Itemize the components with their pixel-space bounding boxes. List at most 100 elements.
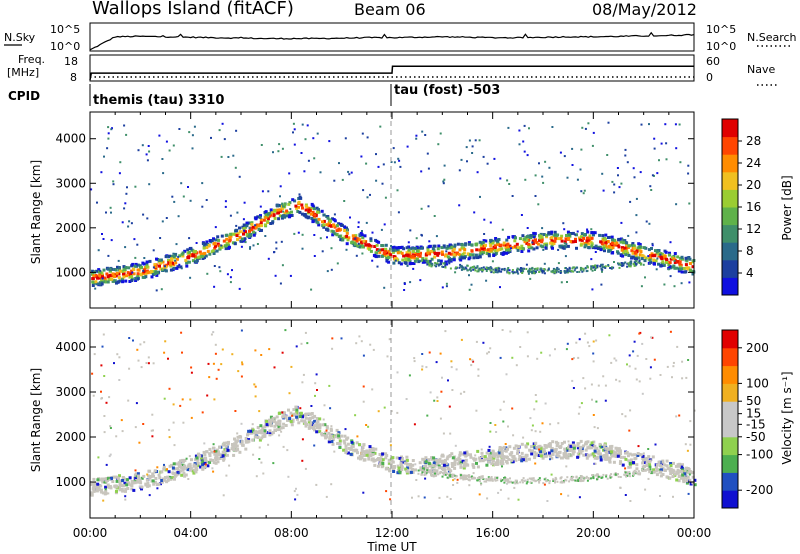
data-cell	[494, 478, 496, 481]
data-cell	[516, 269, 518, 272]
data-cell	[304, 208, 308, 212]
data-cell	[239, 239, 243, 243]
data-cell	[155, 271, 159, 275]
data-cell	[624, 451, 628, 455]
data-cell	[600, 263, 603, 266]
data-cell	[463, 243, 467, 247]
data-cell	[494, 424, 497, 426]
data-cell	[231, 444, 235, 448]
data-cell	[689, 269, 693, 273]
data-cell	[122, 275, 126, 279]
data-cell	[641, 470, 644, 472]
data-cell	[200, 456, 203, 460]
data-cell	[201, 257, 205, 260]
data-cell	[176, 467, 180, 471]
data-cell	[218, 445, 221, 449]
data-cell	[211, 446, 215, 450]
data-cell	[543, 450, 547, 454]
data-cell	[188, 455, 191, 458]
data-cell	[393, 246, 397, 250]
data-cell	[516, 268, 519, 270]
data-cell	[291, 198, 295, 202]
data-cell	[172, 472, 176, 476]
data-cell	[579, 439, 583, 443]
data-cell	[358, 238, 362, 242]
data-cell	[562, 452, 566, 456]
data-cell	[691, 272, 695, 276]
data-cell	[423, 496, 426, 499]
data-cell	[453, 477, 456, 480]
data-cell	[577, 412, 580, 415]
data-cell	[371, 453, 375, 457]
data-cell	[108, 455, 111, 458]
data-cell	[550, 473, 553, 476]
data-cell	[668, 261, 672, 265]
data-cell	[678, 262, 682, 266]
data-cell	[310, 212, 313, 216]
data-cell	[495, 431, 498, 433]
y-tick-label: 2000	[55, 221, 86, 235]
data-cell	[691, 481, 695, 485]
data-cell	[411, 470, 415, 474]
data-cell	[341, 238, 345, 242]
data-cell	[480, 247, 484, 251]
data-cell	[121, 476, 125, 480]
data-cell	[273, 366, 276, 369]
data-cell	[340, 223, 344, 227]
data-cell	[608, 334, 611, 337]
data-cell	[420, 170, 423, 173]
data-cell	[323, 434, 327, 438]
colorbar-tick-label: -50	[746, 430, 766, 444]
data-cell	[153, 263, 157, 267]
data-cell	[445, 457, 449, 461]
data-cell	[625, 475, 628, 478]
data-cell	[393, 257, 397, 261]
data-cell	[155, 273, 159, 277]
data-cell	[375, 179, 378, 182]
data-cell	[104, 280, 108, 284]
data-cell	[267, 443, 270, 446]
data-cell	[525, 263, 528, 266]
data-cell	[323, 423, 327, 427]
data-cell	[496, 460, 499, 464]
data-cell	[631, 255, 635, 259]
data-cell	[263, 433, 267, 436]
data-cell	[601, 268, 604, 271]
data-cell	[204, 458, 208, 462]
data-cell	[572, 357, 575, 360]
colorbar-swatch	[722, 454, 738, 473]
data-cell	[502, 455, 506, 459]
data-cell	[368, 246, 372, 250]
data-cell	[311, 220, 315, 224]
data-cell	[592, 414, 595, 416]
data-cell	[350, 240, 354, 244]
data-cell	[317, 223, 321, 227]
data-cell	[540, 238, 544, 242]
data-cell	[124, 489, 127, 493]
data-cell	[641, 465, 645, 469]
data-cell	[642, 255, 646, 259]
data-cell	[668, 251, 671, 255]
data-cell	[273, 416, 277, 420]
data-cell	[444, 265, 447, 268]
data-cell	[450, 257, 454, 261]
data-cell	[203, 453, 207, 457]
data-cell	[584, 332, 587, 335]
data-cell	[90, 482, 93, 486]
power-panel-frame	[89, 111, 695, 309]
data-cell	[369, 237, 373, 241]
data-cell	[93, 353, 96, 356]
data-cell	[610, 473, 613, 476]
data-cell	[638, 245, 642, 249]
data-cell	[563, 447, 567, 451]
data-cell	[469, 455, 473, 459]
data-cell	[403, 283, 406, 285]
freq-unit-label: [MHz]	[7, 66, 39, 79]
data-cell	[367, 457, 371, 461]
data-cell	[443, 164, 446, 167]
data-cell	[153, 480, 157, 484]
data-cell	[371, 259, 374, 262]
data-cell	[165, 217, 168, 219]
data-cell	[431, 247, 435, 251]
data-cell	[617, 263, 620, 266]
